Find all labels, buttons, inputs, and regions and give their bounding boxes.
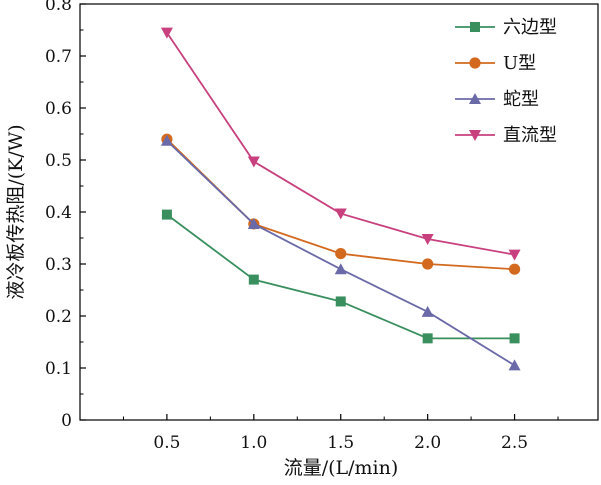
data-point <box>508 359 521 371</box>
series-3 <box>160 134 521 371</box>
data-point <box>421 234 434 246</box>
y-tick-label: 0 <box>61 411 72 431</box>
legend-label: 蛇型 <box>503 89 539 110</box>
x-tick-label: 1.5 <box>327 433 354 453</box>
data-point <box>248 274 259 285</box>
data-point <box>334 263 347 275</box>
y-tick-label: 0.8 <box>45 0 72 15</box>
y-tick-label: 0.4 <box>45 203 72 223</box>
data-point <box>508 249 521 261</box>
data-point <box>508 263 521 275</box>
data-point <box>421 305 434 317</box>
y-axis-title: 液冷板传热阻/(K/W) <box>5 124 27 299</box>
legend-marker <box>469 57 481 69</box>
y-tick-label: 0.3 <box>45 255 72 275</box>
y-tick-label: 0.6 <box>45 99 72 119</box>
series-line <box>166 213 515 340</box>
legend-label: 直流型 <box>503 125 557 146</box>
legend-marker <box>470 22 480 32</box>
series-4 <box>160 27 521 261</box>
x-tick-label: 2.5 <box>501 433 528 453</box>
data-point <box>161 209 172 220</box>
data-point <box>334 208 347 220</box>
x-tick-label: 1.0 <box>240 433 267 453</box>
data-point <box>335 248 347 260</box>
legend-item: 直流型 <box>455 125 557 146</box>
legend-label: U型 <box>503 53 536 74</box>
legend-item: 六边型 <box>455 17 557 38</box>
legend-item: 蛇型 <box>455 89 539 110</box>
x-tick-label: 0.5 <box>153 433 180 453</box>
y-tick-label: 0.5 <box>45 151 72 171</box>
data-point <box>247 156 260 168</box>
legend-marker <box>469 93 481 104</box>
data-point <box>247 217 260 229</box>
y-tick-label: 0.7 <box>45 47 72 67</box>
data-point <box>335 296 346 307</box>
data-point <box>422 333 433 344</box>
series-line <box>166 32 515 256</box>
data-point <box>422 258 434 270</box>
data-point <box>509 333 520 344</box>
legend-item: U型 <box>455 53 536 74</box>
data-point <box>160 27 173 39</box>
axes: 0 0.1 0.2 0.3 0.4 0.5 0.6 0.7 0.8 0.5 1.0 1.5 2.0 2.5 <box>45 0 599 453</box>
x-axis-title: 流量/(L/min) <box>284 457 399 479</box>
y-tick-label: 0.2 <box>45 307 72 327</box>
series-group <box>160 27 521 371</box>
data-point <box>160 134 173 146</box>
legend-marker <box>469 130 481 141</box>
legend-label: 六边型 <box>503 17 557 38</box>
y-tick-label: 0.1 <box>45 359 72 379</box>
x-tick-label: 2.0 <box>414 433 441 453</box>
series-1 <box>161 209 520 344</box>
series-2 <box>161 133 521 275</box>
